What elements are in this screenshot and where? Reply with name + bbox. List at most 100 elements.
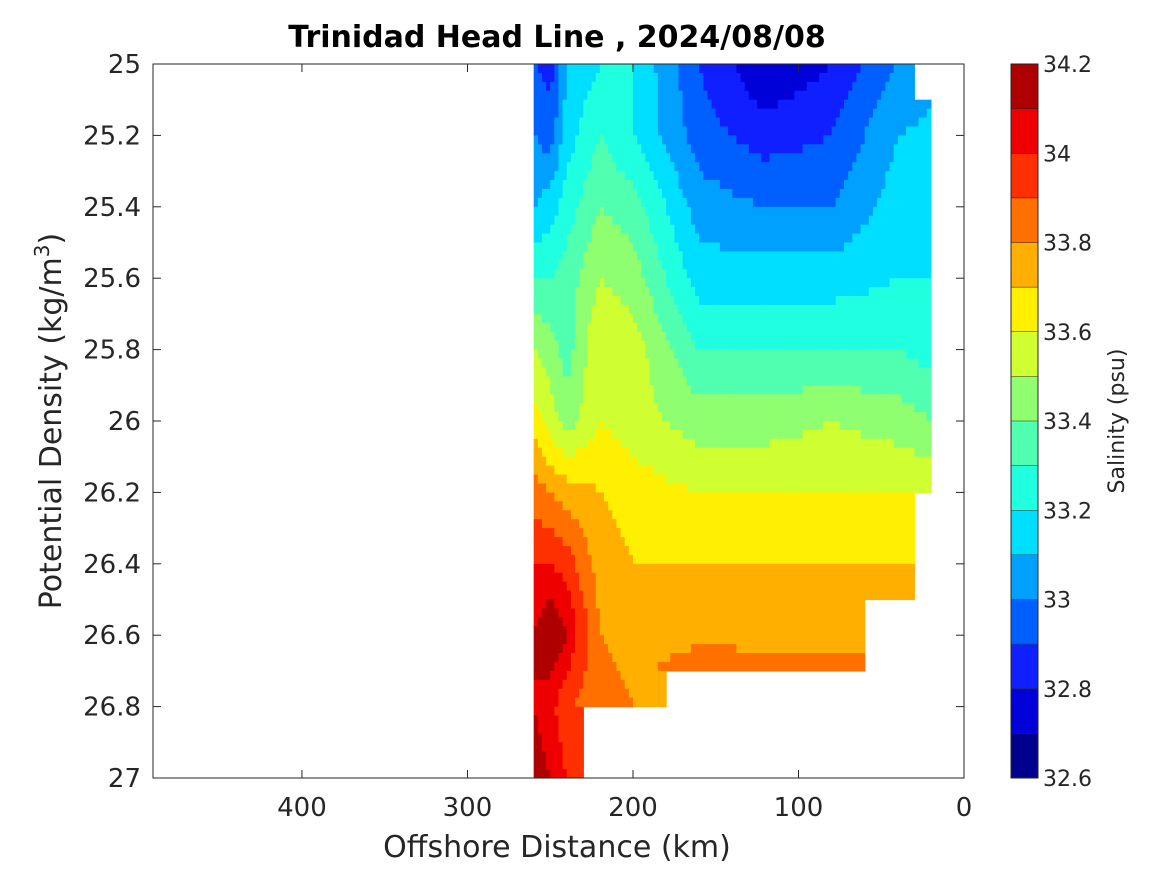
contour-cell [773,180,779,190]
contour-cell [781,563,787,574]
contour-cell [724,331,729,342]
contour-cell [575,180,580,190]
contour-cell [562,590,568,601]
contour-cell [719,126,725,136]
contour-cell [810,135,816,145]
contour-cell [537,180,543,190]
contour-cell [769,188,775,199]
contour-cell [765,617,771,627]
contour-cell [554,670,560,681]
contour-cell [562,653,568,663]
contour-cell [537,385,543,395]
contour-cell [591,153,597,163]
contour-cell [806,599,812,610]
contour-cell [740,385,746,395]
contour-cell [554,483,560,493]
contour-cell [682,429,688,440]
contour-cell [595,617,601,627]
contour-cell [765,510,771,520]
contour-cell [761,64,766,74]
contour-cell [616,599,622,610]
contour-cell [815,661,820,672]
contour-cell [661,670,667,681]
contour-cell [591,679,597,690]
contour-cell [653,180,659,190]
contour-cell [575,90,580,101]
contour-cell [537,715,543,726]
contour-cell [699,590,704,601]
contour-cell [608,162,613,172]
contour-cell [604,322,609,333]
contour-cell [624,429,630,440]
contour-cell [686,64,692,74]
contour-cell [562,715,568,726]
contour-cell [786,331,791,342]
contour-cell [732,322,738,333]
contour-cell [604,403,609,413]
contour-cell [558,99,564,110]
contour-cell [777,340,783,351]
contour-cell [682,617,688,627]
contour-cell [794,635,800,645]
contour-cell [645,126,651,136]
contour-cell [724,313,729,324]
contour-cell [802,653,808,663]
contour-cell [724,438,729,449]
contour-cell [686,403,692,413]
contour-cell [798,197,804,208]
contour-cell [670,269,675,279]
contour-cell [599,581,605,592]
contour-cell [695,108,700,119]
contour-cell [637,376,642,386]
contour-cell [537,331,543,342]
contour-cell [649,394,655,404]
contour-cell [769,563,775,574]
contour-cell [699,215,704,226]
contour-cell [537,617,543,627]
contour-cell [707,599,713,610]
contour-cell [682,492,688,502]
contour-cell [761,635,766,645]
contour-cell [715,403,721,413]
contour-cell [781,171,787,181]
contour-cell [637,135,642,145]
contour-cell [748,447,754,458]
contour-cell [686,519,692,529]
contour-cell [686,296,692,306]
contour-cell [707,554,713,565]
contour-cell [703,108,709,119]
contour-cell [554,617,560,627]
contour-cell [711,224,717,235]
contour-cell [591,171,597,181]
contour-cell [798,304,804,315]
contour-cell [649,304,655,315]
contour-cell [666,563,671,574]
contour-cell [724,492,729,502]
contour-cell [715,474,721,485]
contour-cell [583,554,589,565]
contour-cell [566,769,572,778]
contour-cell [757,313,762,324]
contour-cell [566,626,572,636]
contour-cell [695,135,700,145]
contour-cell [645,358,651,369]
contour-cell [699,528,704,538]
contour-cell [815,322,820,333]
contour-cell [550,706,555,717]
contour-cell [637,456,642,467]
contour-cell [541,331,547,342]
contour-cell [736,581,742,592]
contour-cell [570,358,576,369]
contour-cell [620,581,626,592]
contour-cell [802,269,808,279]
contour-cell [595,572,601,583]
contour-cell [570,117,576,128]
contour-cell [570,394,576,404]
contour-cell [616,358,622,369]
contour-cell [661,215,667,226]
contour-cell [682,206,688,217]
contour-cell [616,608,622,618]
contour-cell [823,144,829,154]
contour-cell [740,537,746,547]
contour-cell [641,653,646,663]
